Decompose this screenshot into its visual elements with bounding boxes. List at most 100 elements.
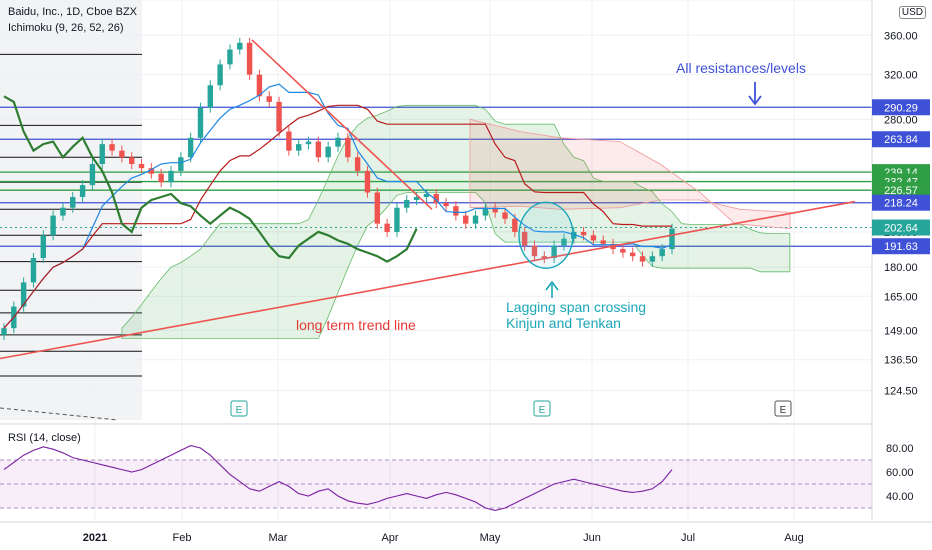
candle-body — [207, 85, 213, 108]
rsi-line — [3, 445, 673, 511]
candle-body — [404, 200, 410, 208]
long-term-trend-line — [0, 200, 856, 360]
candle-body — [79, 185, 86, 198]
earnings-marker-label: E — [236, 405, 243, 416]
candle-body — [551, 245, 557, 259]
price-tick-label: 136.50 — [884, 355, 918, 367]
candle-body — [394, 207, 400, 232]
rsi-title: RSI (14, close) — [8, 432, 81, 444]
candle-body — [50, 215, 56, 236]
candle-body — [168, 170, 174, 183]
candle-body — [423, 194, 430, 198]
time-tick-label: May — [480, 532, 501, 544]
time-tick-label: Jul — [681, 532, 695, 544]
candle-body — [266, 96, 272, 102]
candle-body — [187, 137, 194, 158]
earnings-marker-label: E — [780, 405, 787, 416]
resistances-annotation: All resistances/levels — [676, 60, 806, 76]
candle-body — [129, 157, 135, 165]
trendline-annotation: long term trend line — [296, 317, 416, 333]
candle-body — [433, 194, 439, 204]
lagging-annotation-2: Kinjun and Tenkan — [506, 315, 621, 331]
candle-body — [335, 137, 341, 147]
lagging-arrow-head — [545, 280, 559, 291]
candle-body — [384, 223, 390, 232]
price-tag-label: 202.64 — [884, 223, 918, 235]
earnings-marker-label: E — [539, 405, 546, 416]
price-tick-label: 149.00 — [884, 325, 918, 337]
history-shade — [0, 0, 142, 420]
candle-body — [364, 170, 371, 193]
time-tick-label: Mar — [269, 532, 288, 544]
candle-body — [600, 240, 606, 244]
price-axis-bg — [872, 0, 932, 550]
price-tag-label: 226.57 — [884, 185, 918, 197]
candle-body — [669, 228, 675, 250]
candle-body — [482, 207, 489, 216]
candle-body — [119, 150, 125, 158]
candle-body — [443, 203, 449, 207]
candle-body — [354, 157, 361, 171]
candle-body — [620, 249, 626, 253]
candle-body — [463, 215, 469, 224]
earnings-marker — [533, 400, 551, 417]
rsi-tick-label: 80.00 — [886, 443, 914, 455]
candle-body — [197, 107, 204, 138]
candle-body — [453, 206, 459, 216]
candle-body — [20, 282, 27, 307]
candle-body — [531, 245, 538, 257]
candle-body — [521, 231, 528, 246]
projection-dashed-line — [0, 407, 119, 421]
candle-body — [178, 157, 184, 171]
time-tick-label: Aug — [784, 532, 804, 544]
candle-body — [1, 328, 7, 335]
candle-body — [315, 141, 322, 158]
price-tick-label: 180.00 — [884, 262, 918, 274]
candle-body — [30, 258, 37, 283]
indicator-label: Ichimoku (9, 26, 52, 26) — [8, 22, 124, 34]
candle-body — [109, 144, 115, 151]
candle-body — [659, 249, 665, 257]
candle-body — [138, 164, 145, 169]
currency-badge[interactable]: USD — [898, 6, 926, 19]
candle-body — [217, 64, 223, 86]
candle-body — [227, 49, 233, 65]
price-tag — [872, 194, 930, 211]
candle-body — [89, 164, 96, 186]
candle-body — [325, 146, 331, 158]
candle-body — [590, 235, 597, 241]
candle-body — [70, 197, 76, 208]
price-tick-label: 320.00 — [884, 70, 918, 82]
price-tag-label: 218.24 — [884, 198, 918, 210]
time-tick-label: Feb — [173, 532, 192, 544]
lagging-cross-circle — [518, 201, 574, 269]
candle-body — [472, 215, 479, 224]
price-tag-label: 191.63 — [884, 241, 918, 253]
candle-body — [630, 252, 636, 257]
candle-body — [345, 137, 351, 158]
candle-body — [305, 141, 312, 145]
price-tick-label: 165.00 — [884, 291, 918, 303]
kijun-line — [3, 104, 672, 329]
price-tag — [872, 182, 930, 199]
price-tick-label: 280.00 — [884, 114, 918, 126]
price-tag-label: 263.84 — [884, 134, 918, 146]
time-tick-label: Jun — [583, 532, 601, 544]
candle-body — [512, 218, 518, 232]
chart-title: Baidu, Inc., 1D, Cboe BZX — [8, 6, 138, 18]
candle-body — [374, 192, 380, 224]
price-tag-label: 290.29 — [884, 102, 918, 114]
price-tag — [872, 131, 930, 148]
rsi-tick-label: 40.00 — [886, 491, 914, 503]
candle-body — [246, 42, 253, 75]
earnings-marker — [230, 400, 248, 417]
resistance-arrow-head — [748, 95, 762, 106]
candle-body — [502, 212, 508, 219]
candle-body — [571, 231, 577, 239]
candle-body — [639, 256, 646, 262]
candle-body — [40, 235, 46, 259]
earnings-marker — [774, 400, 792, 417]
time-tick-label: Apr — [381, 532, 398, 544]
